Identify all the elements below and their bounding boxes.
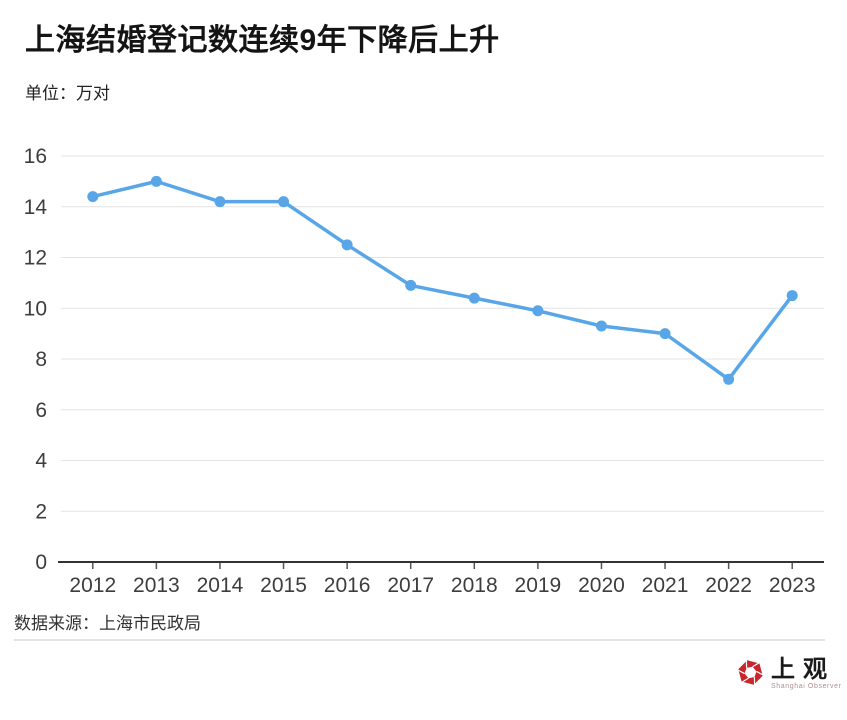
data-point xyxy=(786,290,798,302)
brand-logo: 上观 Shanghai Observer xyxy=(737,656,842,691)
y-axis-label: 16 xyxy=(24,145,47,168)
data-point xyxy=(214,196,226,208)
x-axis-label: 2018 xyxy=(451,574,498,597)
x-axis-label: 2023 xyxy=(769,574,816,597)
data-point xyxy=(341,239,353,251)
y-axis-label: 4 xyxy=(35,450,47,473)
x-axis-label: 2016 xyxy=(324,574,371,597)
x-axis-label: 2022 xyxy=(705,574,752,597)
data-point xyxy=(87,191,99,203)
data-point xyxy=(150,175,162,187)
y-axis-label: 6 xyxy=(35,399,47,422)
logo-name: 上观 xyxy=(771,654,835,683)
x-axis-label: 2013 xyxy=(133,574,180,597)
y-axis-label: 2 xyxy=(35,500,47,523)
footer-divider xyxy=(14,639,825,641)
shanghai-observer-aperture-icon xyxy=(737,659,764,686)
page-title: 上海结婚登记数连续9年下降后上升 xyxy=(25,24,500,57)
logo-subtitle: Shanghai Observer xyxy=(771,683,842,690)
data-point xyxy=(659,328,671,340)
x-axis-label: 2014 xyxy=(197,574,244,597)
x-axis-label: 2021 xyxy=(642,574,689,597)
data-point xyxy=(723,373,735,385)
data-point xyxy=(595,320,607,332)
data-point xyxy=(278,196,290,208)
y-axis-label: 14 xyxy=(24,196,48,219)
y-axis-label: 0 xyxy=(35,551,47,574)
data-point xyxy=(532,305,544,317)
y-axis-label: 8 xyxy=(35,348,47,371)
y-axis-label: 12 xyxy=(24,247,47,270)
x-axis-label: 2015 xyxy=(260,574,307,597)
trend-line xyxy=(91,179,794,382)
unit-label: 单位：万对 xyxy=(25,84,110,103)
x-axis-label: 2017 xyxy=(387,574,434,597)
data-point xyxy=(405,279,417,291)
data-source-label: 数据来源：上海市民政局 xyxy=(14,614,201,633)
x-axis-label: 2012 xyxy=(69,574,116,597)
y-axis-label: 10 xyxy=(24,297,47,320)
data-point xyxy=(468,292,480,304)
x-axis-label: 2020 xyxy=(578,574,625,597)
logo-text: 上观 Shanghai Observer xyxy=(771,656,842,691)
x-axis-label: 2019 xyxy=(515,574,562,597)
